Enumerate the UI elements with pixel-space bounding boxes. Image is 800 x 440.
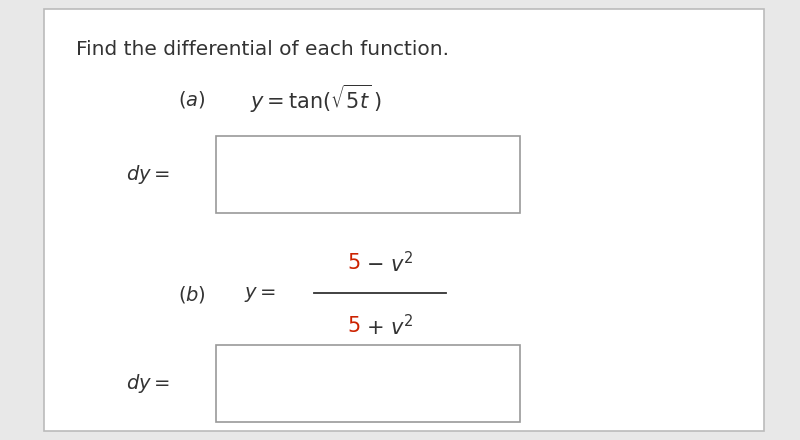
FancyBboxPatch shape (216, 345, 520, 422)
Text: $(b)$: $(b)$ (178, 284, 206, 305)
Text: $+\ v^{2}$: $+\ v^{2}$ (366, 314, 413, 339)
Text: $-\ v^{2}$: $-\ v^{2}$ (366, 250, 413, 276)
Text: $(a)$: $(a)$ (178, 88, 206, 110)
Text: $y = \tan(\sqrt{5t}\,)$: $y = \tan(\sqrt{5t}\,)$ (250, 83, 382, 115)
Text: $5$: $5$ (346, 253, 360, 273)
Text: $dy =$: $dy =$ (126, 163, 170, 187)
Text: $5$: $5$ (346, 316, 360, 337)
Text: $y =$: $y =$ (244, 285, 276, 304)
Text: Find the differential of each function.: Find the differential of each function. (76, 40, 449, 59)
FancyBboxPatch shape (216, 136, 520, 213)
Text: $dy =$: $dy =$ (126, 372, 170, 396)
FancyBboxPatch shape (44, 9, 764, 431)
